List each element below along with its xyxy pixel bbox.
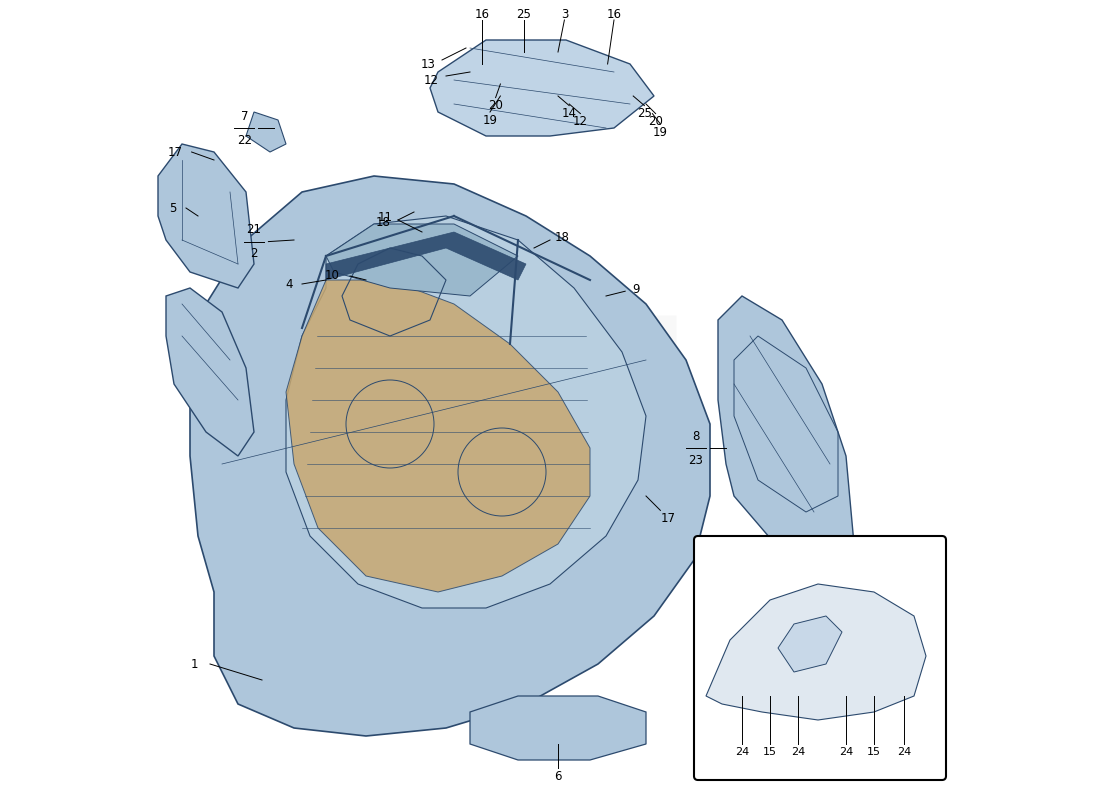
Text: 21: 21 [246, 223, 262, 236]
Text: 24: 24 [735, 747, 749, 757]
Text: 14: 14 [562, 107, 576, 120]
Text: 7: 7 [241, 110, 249, 122]
Text: 11: 11 [377, 211, 393, 224]
Text: 12: 12 [573, 115, 587, 128]
Polygon shape [718, 296, 854, 592]
Text: 124: 124 [488, 314, 692, 406]
Text: 18: 18 [376, 216, 390, 229]
Text: 15: 15 [763, 747, 777, 757]
Text: 17: 17 [661, 512, 675, 525]
Text: 9: 9 [631, 283, 639, 296]
Text: 19: 19 [653, 126, 668, 138]
Text: 19: 19 [483, 114, 497, 126]
Polygon shape [166, 288, 254, 456]
Text: 8: 8 [692, 430, 700, 442]
Polygon shape [430, 40, 654, 136]
Text: 20: 20 [488, 99, 503, 112]
Text: 16: 16 [474, 8, 490, 21]
Polygon shape [326, 224, 518, 296]
Text: 22: 22 [236, 134, 252, 146]
Text: 24: 24 [791, 747, 805, 757]
Text: 24: 24 [839, 747, 854, 757]
Text: 1: 1 [191, 658, 199, 670]
Text: 6: 6 [554, 770, 562, 782]
Text: 5: 5 [168, 202, 176, 214]
Polygon shape [286, 216, 646, 608]
Text: 24: 24 [898, 747, 912, 757]
Text: 25: 25 [637, 107, 652, 120]
Polygon shape [246, 112, 286, 152]
Text: 23: 23 [689, 454, 703, 466]
Text: 2: 2 [251, 247, 257, 260]
FancyBboxPatch shape [694, 536, 946, 780]
Polygon shape [286, 280, 590, 592]
Text: 17: 17 [168, 146, 183, 158]
Text: 10: 10 [324, 269, 340, 282]
Text: 15: 15 [867, 747, 881, 757]
Text: 13: 13 [421, 58, 436, 70]
Text: 12: 12 [425, 74, 439, 86]
Text: 16: 16 [606, 8, 621, 21]
Text: 3: 3 [561, 8, 568, 21]
Polygon shape [706, 584, 926, 720]
Text: 18: 18 [554, 231, 570, 244]
Polygon shape [190, 176, 710, 736]
Polygon shape [326, 232, 526, 280]
Text: a passion for parts since 1985: a passion for parts since 1985 [265, 313, 626, 535]
Text: 25: 25 [516, 8, 531, 21]
Polygon shape [470, 696, 646, 760]
Polygon shape [158, 144, 254, 288]
Text: 20: 20 [648, 115, 663, 128]
Text: 4: 4 [286, 278, 293, 290]
Polygon shape [778, 616, 842, 672]
